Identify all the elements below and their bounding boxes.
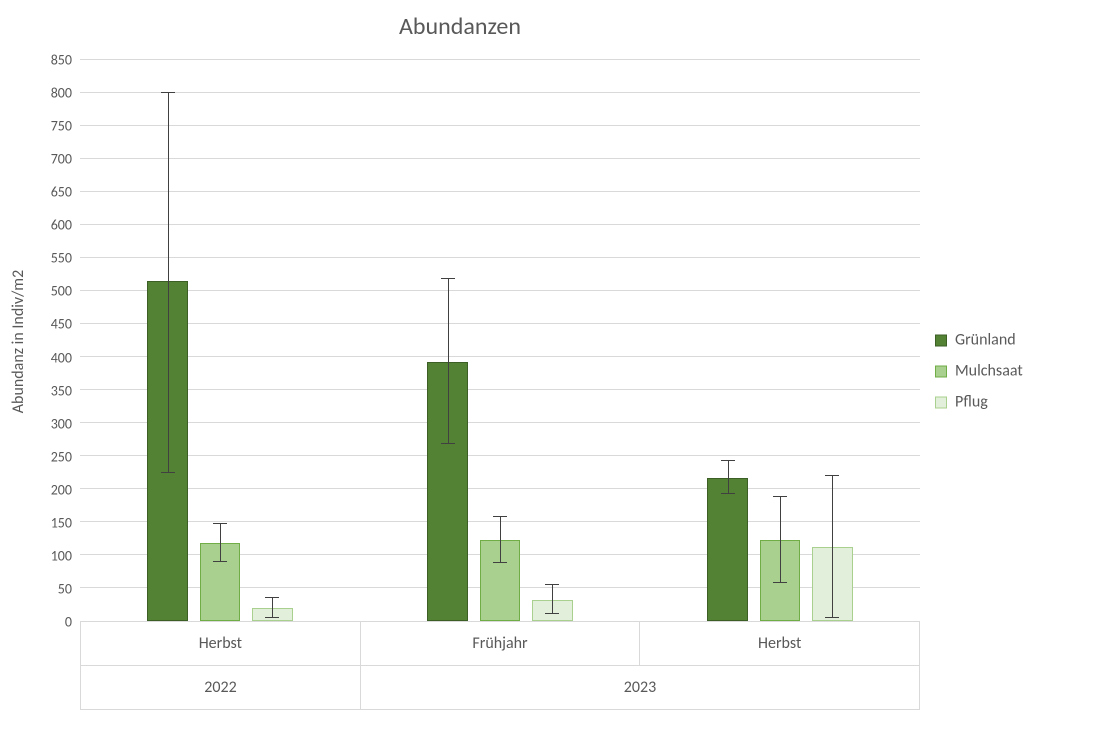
y-tick-label: 350 <box>32 382 72 399</box>
y-tick-label: 300 <box>32 415 72 432</box>
error-bar <box>780 497 781 583</box>
error-cap <box>161 472 175 473</box>
legend-item-gruenland: Grünland <box>935 331 1085 350</box>
legend-swatch <box>935 396 947 408</box>
chart-title-text: Abundanzen <box>399 12 521 41</box>
legend-swatch <box>935 334 947 346</box>
error-bar <box>220 524 221 562</box>
error-bar <box>168 93 169 473</box>
error-cap <box>265 597 279 598</box>
y-axis-title-text: Abundanz in Indiv/m2 <box>10 269 29 412</box>
x-season-label: Herbst <box>80 622 361 666</box>
y-tick-label: 650 <box>32 184 72 201</box>
error-bar <box>832 476 833 618</box>
y-tick-label: 450 <box>32 316 72 333</box>
y-tick-label: 800 <box>32 85 72 102</box>
error-bar <box>272 598 273 618</box>
error-cap <box>493 562 507 563</box>
x-axis-years-row: 20222023 <box>80 666 920 710</box>
y-tick-label: 250 <box>32 448 72 465</box>
error-cap <box>825 475 839 476</box>
y-tick-label: 100 <box>32 547 72 564</box>
legend: Grünland Mulchsaat Pflug <box>935 319 1085 424</box>
y-tick-label: 850 <box>32 52 72 69</box>
error-cap <box>441 278 455 279</box>
legend-item-pflug: Pflug <box>935 393 1085 412</box>
x-axis: HerbstFrühjahrHerbst 20222023 <box>80 622 920 722</box>
x-season-label: Frühjahr <box>361 622 641 666</box>
y-tick-label: 600 <box>32 217 72 234</box>
y-tick-label: 400 <box>32 349 72 366</box>
error-cap <box>773 582 787 583</box>
error-bar <box>448 279 449 444</box>
bar-group <box>80 60 360 621</box>
error-cap <box>213 561 227 562</box>
bar-gruenland <box>707 478 748 621</box>
y-tick-label: 750 <box>32 118 72 135</box>
chart-title: Abundanzen <box>0 12 920 41</box>
x-year-label: 2022 <box>80 666 361 710</box>
error-cap <box>441 443 455 444</box>
x-year-label: 2023 <box>361 666 920 710</box>
y-tick-label: 500 <box>32 283 72 300</box>
error-cap <box>721 493 735 494</box>
y-tick-label: 200 <box>32 481 72 498</box>
legend-label: Pflug <box>955 393 988 412</box>
x-axis-seasons-row: HerbstFrühjahrHerbst <box>80 622 920 666</box>
chart-root: Abundanzen Abundanz in Indiv/m2 0 50 100 15… <box>0 0 1095 742</box>
error-cap <box>545 613 559 614</box>
y-axis-title: Abundanz in Indiv/m2 <box>8 60 30 622</box>
bar-group <box>640 60 920 621</box>
error-cap <box>265 617 279 618</box>
legend-swatch <box>935 365 947 377</box>
y-tick-label: 550 <box>32 250 72 267</box>
legend-label: Mulchsaat <box>955 362 1023 381</box>
legend-label: Grünland <box>955 331 1016 350</box>
error-cap <box>773 496 787 497</box>
error-cap <box>545 584 559 585</box>
error-cap <box>213 523 227 524</box>
error-bar <box>500 517 501 563</box>
y-tick-labels: 0501001502002503003504004505005506006507… <box>32 60 76 622</box>
error-cap <box>721 460 735 461</box>
error-cap <box>161 92 175 93</box>
legend-item-mulchsaat: Mulchsaat <box>935 362 1085 381</box>
plot-area <box>80 60 920 622</box>
x-season-label: Herbst <box>640 622 920 666</box>
error-bar <box>552 585 553 615</box>
error-cap <box>493 516 507 517</box>
error-bar <box>728 461 729 495</box>
y-tick-label: 0 <box>32 614 72 631</box>
y-tick-label: 50 <box>32 580 72 597</box>
error-cap <box>825 617 839 618</box>
y-tick-label: 700 <box>32 151 72 168</box>
bar-group <box>360 60 640 621</box>
y-tick-label: 150 <box>32 514 72 531</box>
